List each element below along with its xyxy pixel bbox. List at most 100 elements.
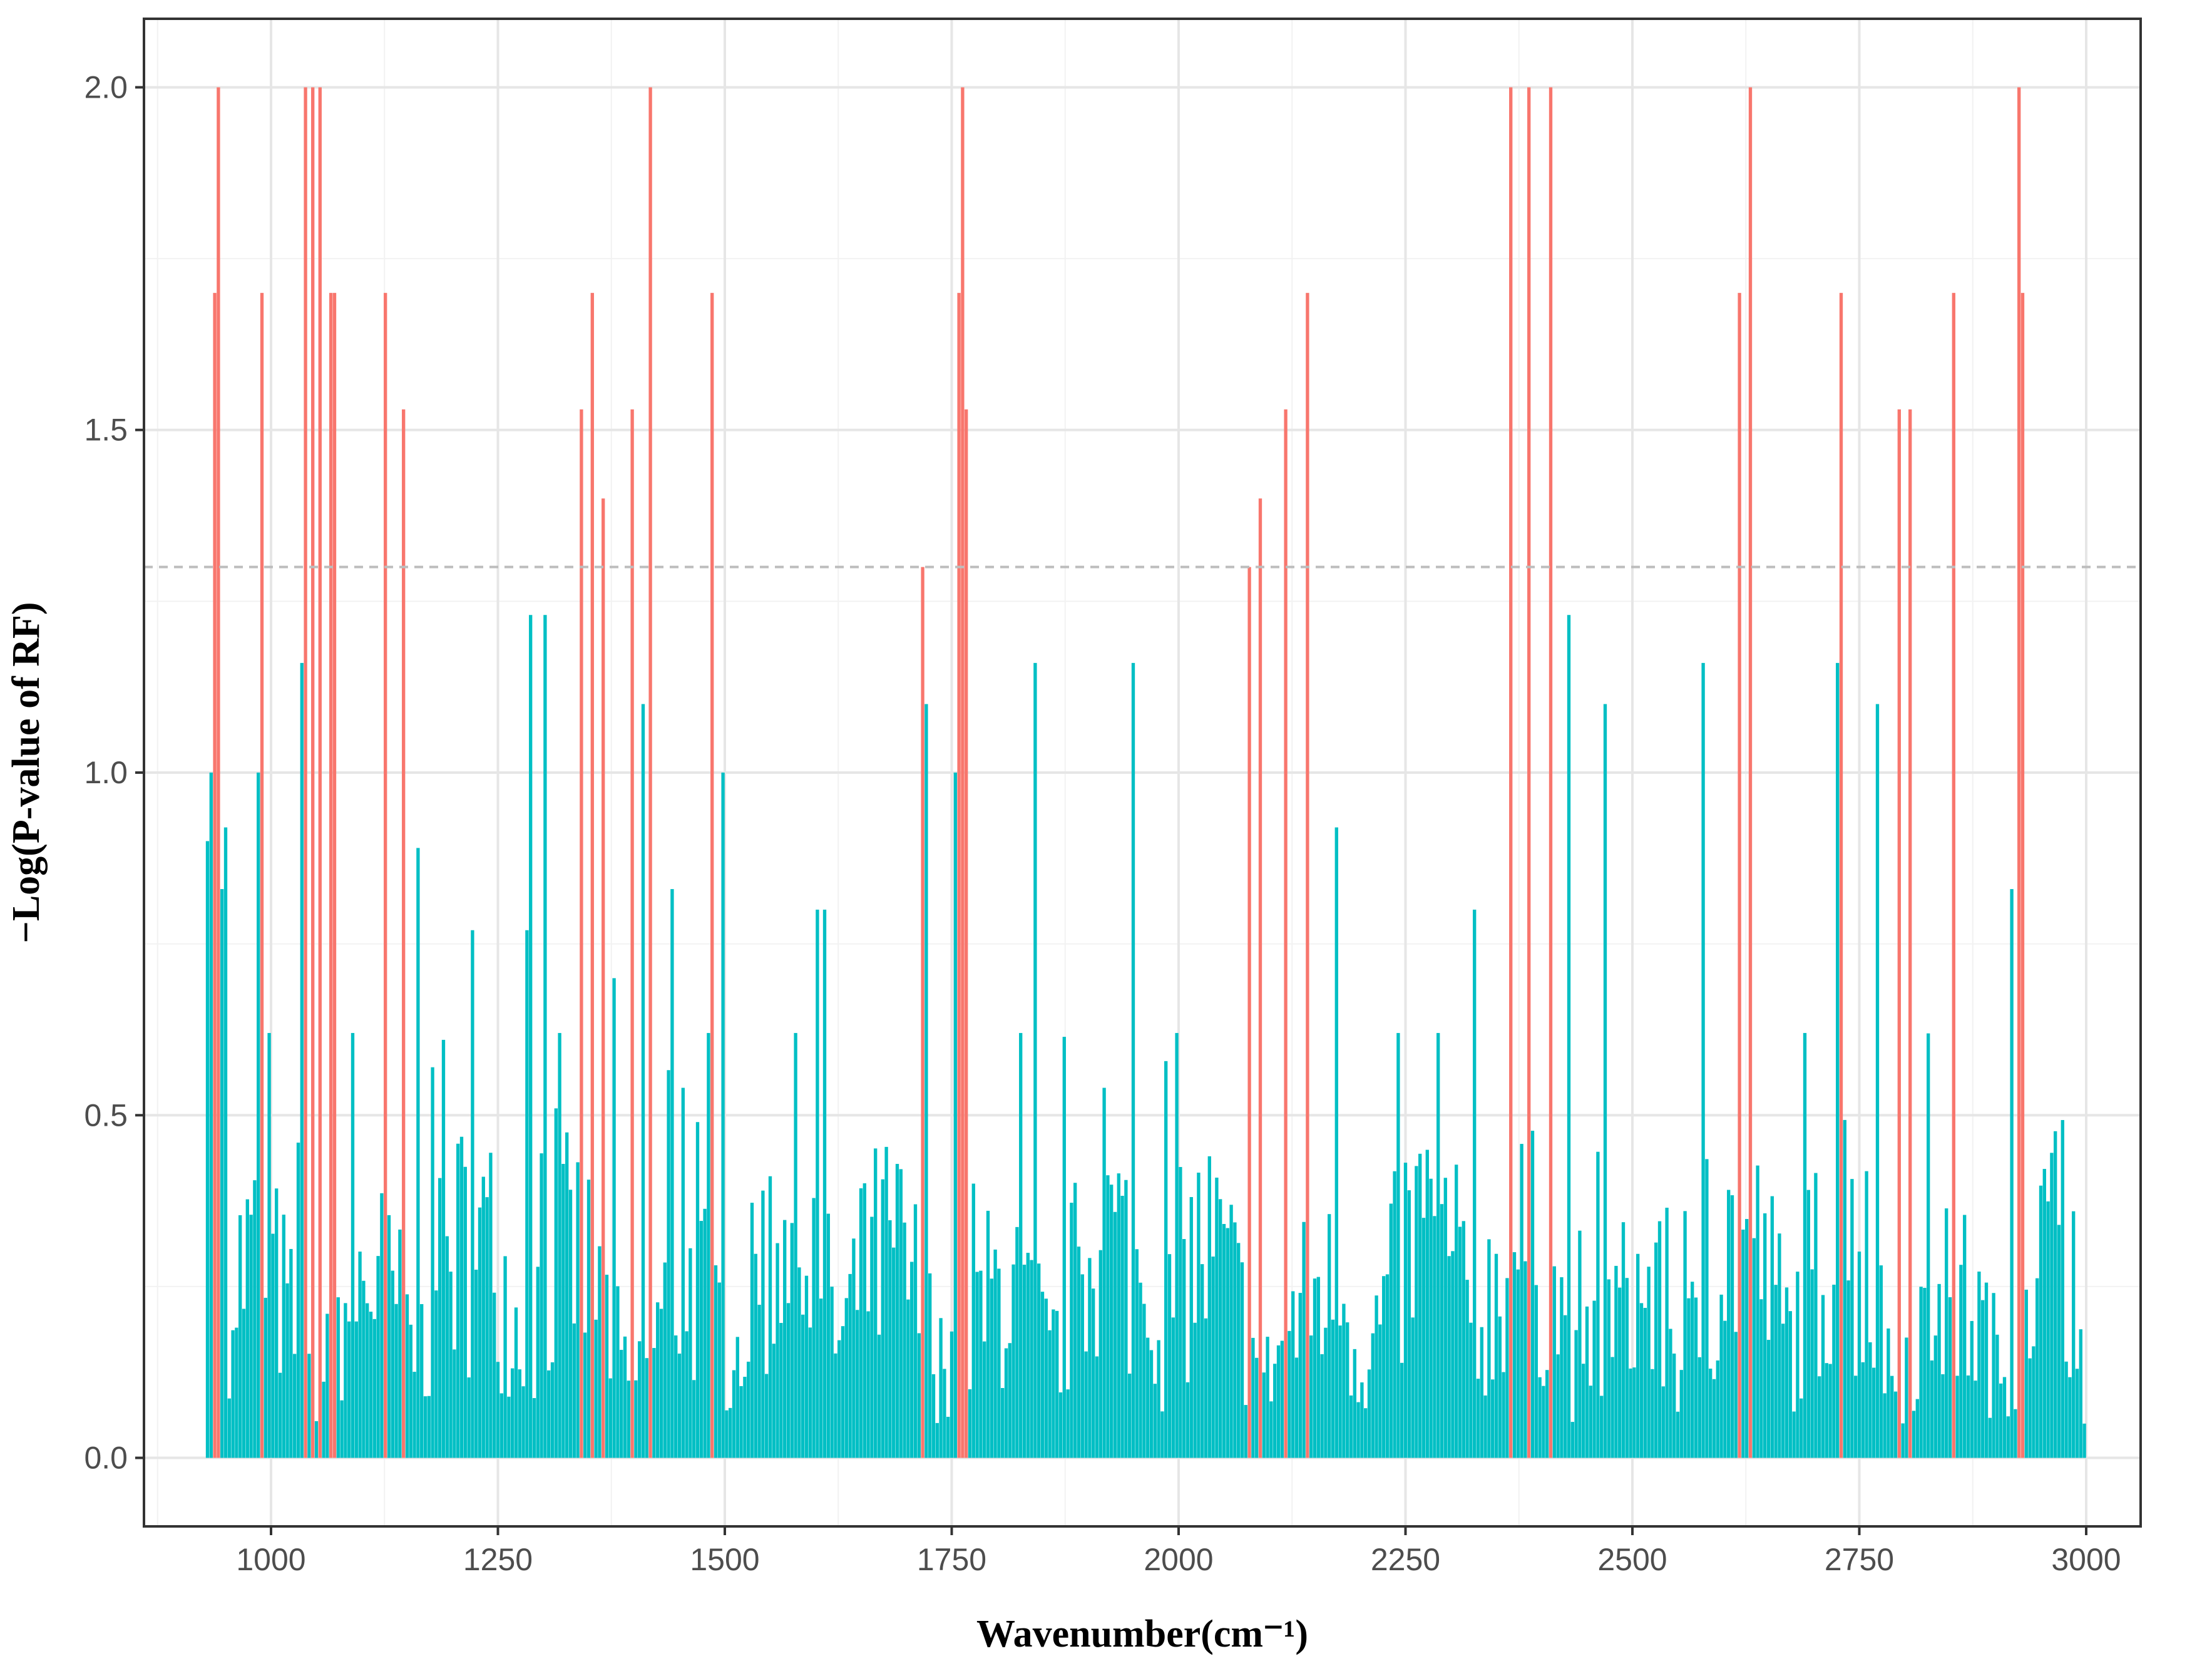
bar [765, 1374, 769, 1458]
bar [1745, 1219, 1749, 1458]
bar [1679, 1370, 1683, 1458]
bar [441, 1039, 446, 1458]
bar [1948, 1297, 1952, 1458]
bar [1425, 1149, 1429, 1458]
bar [834, 1353, 837, 1458]
bar [1120, 1195, 1124, 1458]
bar [213, 292, 217, 1458]
bar [293, 1354, 297, 1458]
bar [1088, 1258, 1092, 1458]
bar [242, 1309, 246, 1458]
bar [1879, 1265, 1883, 1458]
bar [391, 1270, 394, 1458]
x-tick-label: 2500 [1597, 1542, 1667, 1577]
bar [1280, 1340, 1284, 1458]
bar [1564, 1315, 1567, 1458]
bar [1201, 1264, 1204, 1458]
bar [1843, 1119, 1846, 1458]
bar [772, 1344, 776, 1458]
bar [1966, 1375, 1970, 1458]
x-tick-label: 1500 [690, 1542, 759, 1577]
bar [729, 1407, 732, 1458]
bar [1763, 1213, 1767, 1458]
bar [1306, 292, 1309, 1458]
bar [1385, 1274, 1390, 1458]
bar [750, 1203, 754, 1458]
bar [808, 1327, 812, 1458]
bar [1011, 1264, 1015, 1458]
bar [1818, 1376, 1821, 1458]
bar [532, 1398, 536, 1458]
bar [1360, 1382, 1364, 1458]
bar [1603, 704, 1607, 1458]
bar [521, 1386, 525, 1458]
bar [877, 1334, 881, 1458]
bar [1098, 1250, 1102, 1458]
bar [1142, 1304, 1146, 1458]
bar [950, 1331, 954, 1458]
bar [1494, 1253, 1498, 1458]
bar [1298, 1293, 1302, 1458]
x-tick-label: 1250 [463, 1542, 533, 1577]
bar [1527, 87, 1531, 1458]
bar [1669, 1329, 1672, 1458]
bar [826, 1213, 830, 1458]
bar [2017, 87, 2021, 1458]
bar [739, 1386, 743, 1458]
bar [1498, 1316, 1502, 1458]
bar [1092, 1288, 1095, 1458]
bar [427, 1396, 431, 1458]
bar [979, 1270, 983, 1458]
bar [416, 848, 420, 1458]
bar [2032, 1346, 2035, 1458]
bar [692, 1380, 696, 1458]
bar [1106, 1175, 1110, 1458]
bar [1476, 1379, 1480, 1458]
bar [612, 978, 616, 1458]
bar [997, 1268, 1001, 1458]
bar [289, 1248, 293, 1458]
bar [409, 1324, 412, 1458]
bar [1509, 87, 1513, 1458]
bar [1316, 1277, 1320, 1458]
bar [1567, 615, 1571, 1458]
bar [910, 1262, 914, 1458]
bar [677, 1354, 682, 1458]
bar [1124, 1180, 1128, 1458]
bar [2079, 1329, 2082, 1458]
bar [1919, 1287, 1923, 1458]
bar [525, 930, 529, 1458]
bar [307, 1354, 311, 1458]
bar [1691, 1282, 1694, 1458]
bar [260, 292, 264, 1458]
bar [1578, 1230, 1582, 1458]
bar [819, 1298, 823, 1458]
bar [1396, 1032, 1400, 1458]
bar [275, 1188, 279, 1458]
bar [1443, 1178, 1447, 1458]
bar [1266, 1337, 1269, 1458]
bar [710, 292, 714, 1458]
bar [2072, 1211, 2076, 1458]
bar [1560, 1277, 1564, 1458]
bar [1436, 1032, 1440, 1458]
bar [2046, 1201, 2050, 1458]
bar [812, 1198, 816, 1458]
bar [2054, 1131, 2057, 1458]
bar [351, 1032, 355, 1458]
bar [1770, 1196, 1774, 1458]
bar [1019, 1032, 1023, 1458]
bar [1821, 1295, 1825, 1458]
bar [1923, 1287, 1927, 1458]
bar [1258, 498, 1262, 1458]
bar [895, 1164, 899, 1458]
bar [1110, 1185, 1114, 1458]
bar [282, 1215, 285, 1458]
bar [1778, 1233, 1781, 1458]
bar [623, 1336, 627, 1458]
bar [1102, 1088, 1106, 1458]
bar [245, 1199, 249, 1458]
bar [1331, 1319, 1335, 1458]
bar [1716, 1360, 1719, 1458]
